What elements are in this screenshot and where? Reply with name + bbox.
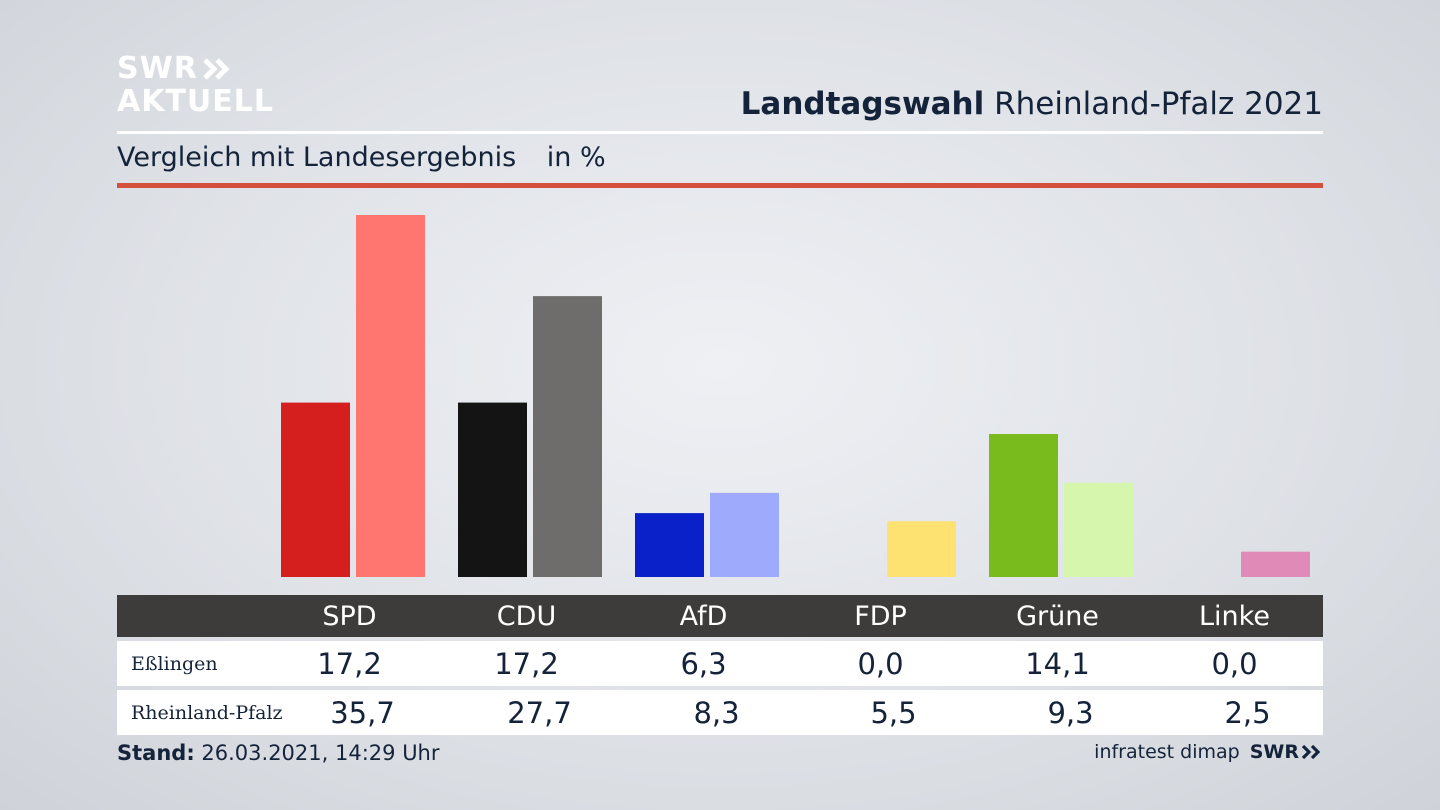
cell-rlp-5: 2,5 <box>1224 695 1271 730</box>
bar-afd-esslingen <box>635 513 704 577</box>
logo-line-2: AKTUELL <box>117 84 275 119</box>
column-header-4: Grüne <box>1016 600 1099 632</box>
cell-esslingen-2: 6,3 <box>680 646 727 681</box>
cell-esslingen-5: 0,0 <box>1211 646 1258 681</box>
swr-brand: SWR <box>1250 741 1323 763</box>
cell-rlp-3: 5,5 <box>870 695 917 730</box>
column-header-2: AfD <box>679 600 728 632</box>
row-label-esslingen: Eßlingen <box>131 652 218 675</box>
row-label-rlp: Rheinland-Pfalz <box>131 701 283 724</box>
double-chevron-icon <box>202 57 232 81</box>
column-header-0: SPD <box>322 600 377 632</box>
swr-brand-text: SWR <box>1249 741 1299 763</box>
column-header-5: Linke <box>1199 600 1270 632</box>
timestamp: Stand: 26.03.2021, 14:29 Uhr <box>117 741 440 765</box>
bar-afd-rheinland-pfalz <box>710 492 779 577</box>
column-header-1: CDU <box>496 600 557 632</box>
double-chevron-icon <box>1301 744 1321 760</box>
title-rest: Rheinland-Pfalz 2021 <box>994 86 1323 122</box>
title-bold: Landtagswahl <box>740 86 985 122</box>
bar-spd-rheinland-pfalz <box>356 215 425 577</box>
bar-spd-esslingen <box>281 402 350 577</box>
swr-aktuell-logo: SWR AKTUELL <box>117 54 274 117</box>
bar-fdp-rheinland-pfalz <box>887 521 956 577</box>
bar-gr-ne-rheinland-pfalz <box>1064 482 1133 577</box>
source-text: infratest dimap <box>1094 741 1240 763</box>
bar-gr-ne-esslingen <box>989 434 1058 577</box>
cell-esslingen-0: 17,2 <box>317 646 382 681</box>
table-header-cells: SPD CDU AfD FDP Grüne Linke <box>261 601 1323 632</box>
cell-rlp-0: 35,7 <box>330 695 395 730</box>
table-header-row: SPD CDU AfD FDP Grüne Linke <box>117 595 1323 637</box>
source-credit: infratest dimap SWR <box>1094 741 1323 763</box>
subtitle-unit: in % <box>546 142 606 173</box>
row-cells-esslingen: 17,2 17,2 6,3 0,0 14,1 0,0 <box>261 647 1323 681</box>
stand-value: 26.03.2021, 14:29 Uhr <box>201 741 440 765</box>
stand-label: Stand: <box>117 741 195 765</box>
results-table: SPD CDU AfD FDP Grüne Linke Eßlingen 17,2 17,2… <box>117 595 1323 735</box>
cell-esslingen-3: 0,0 <box>857 646 904 681</box>
bar-cdu-esslingen <box>458 402 527 577</box>
logo-line-1: SWR <box>117 51 198 86</box>
cell-esslingen-4: 14,1 <box>1025 646 1090 681</box>
table-row: Eßlingen 17,2 17,2 6,3 0,0 14,1 0,0 <box>117 641 1323 686</box>
subtitle-text: Vergleich mit Landesergebnis <box>117 142 517 173</box>
cell-rlp-4: 9,3 <box>1047 695 1094 730</box>
column-header-3: FDP <box>854 600 907 632</box>
table-row: Rheinland-Pfalz 35,7 27,7 8,3 5,5 9,3 2,5 <box>117 690 1323 735</box>
cell-esslingen-1: 17,2 <box>494 646 559 681</box>
row-cells-rlp: 35,7 27,7 8,3 5,5 9,3 2,5 <box>274 696 1336 730</box>
bar-linke-rheinland-pfalz <box>1241 551 1310 577</box>
page-title: Landtagswahl Rheinland-Pfalz 2021 <box>741 86 1323 122</box>
cell-rlp-1: 27,7 <box>507 695 572 730</box>
cell-rlp-2: 8,3 <box>693 695 740 730</box>
accent-divider <box>117 183 1323 188</box>
chart-subtitle: Vergleich mit Landesergebnis in % <box>117 142 606 173</box>
header-divider <box>117 131 1323 134</box>
bar-cdu-rheinland-pfalz <box>533 296 602 577</box>
